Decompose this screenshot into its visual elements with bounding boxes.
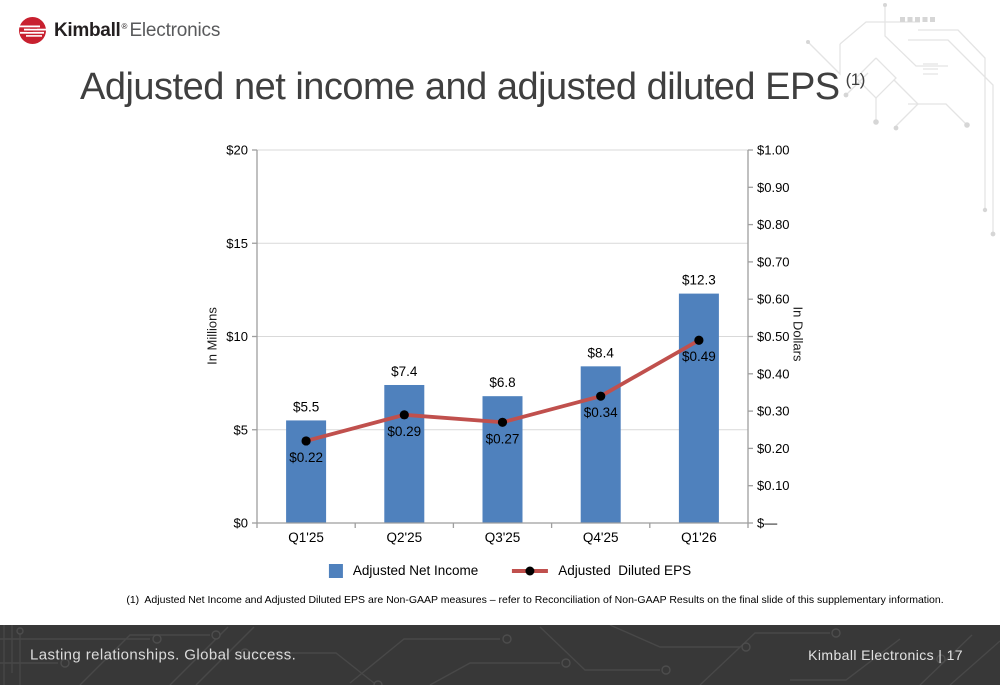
left-axis-title: In Millions <box>204 307 220 365</box>
x-axis-category-label: Q1'25 <box>288 530 324 545</box>
bar-value-label: $5.5 <box>293 399 319 414</box>
footer-page-label: Kimball Electronics | 17 <box>808 647 963 663</box>
eps-marker-Q2'25 <box>399 410 409 420</box>
right-axis-tick-label: $0.30 <box>757 404 790 419</box>
eps-value-label: $0.27 <box>486 431 520 446</box>
x-axis-category-label: Q2'25 <box>386 530 422 545</box>
chart-canvas: $0 $5 $10 $15 $20 $— $0.10 $0.20 $0.30 $0.40 $0.50… <box>226 143 790 546</box>
left-axis-tick-label: $20 <box>226 143 248 158</box>
page-title: Adjusted net income and adjusted diluted… <box>80 66 865 109</box>
bar-value-label: $6.8 <box>489 375 515 390</box>
footer-tagline: Lasting relationships. Global success. <box>30 646 297 664</box>
bar-value-label: $7.4 <box>391 364 418 379</box>
x-axis-category-label: Q3'25 <box>485 530 521 545</box>
left-axis-tick-label: $10 <box>226 329 248 344</box>
footnote: (1) Adjusted Net Income and Adjusted Dil… <box>126 594 944 606</box>
bar-Q1'26 <box>678 293 719 523</box>
chart-legend: Adjusted Net Income Adjusted Diluted EPS <box>328 563 692 578</box>
right-axis-tick-label: $0.20 <box>757 441 790 456</box>
logo-text: Kimball ® Electronics <box>54 20 220 42</box>
right-axis-tick-label: $0.10 <box>757 478 790 493</box>
kimball-logo: Kimball ® Electronics <box>18 16 220 45</box>
x-axis-category-label: Q1'26 <box>681 530 717 545</box>
eps-marker-Q1'25 <box>301 436 311 446</box>
circuit-decoration-footer <box>0 625 1000 685</box>
logo-brand-name: Kimball <box>54 19 121 41</box>
right-axis-tick-label: $— <box>757 516 777 531</box>
legend-bar-label: Adjusted Net Income <box>352 563 479 578</box>
eps-marker-Q3'25 <box>497 417 508 427</box>
eps-marker-Q1'26 <box>694 335 704 345</box>
bar-value-label: $8.4 <box>588 345 615 360</box>
eps-value-label: $0.22 <box>289 450 323 465</box>
legend-bar-swatch-icon <box>328 563 343 578</box>
x-axis-category-label: Q4'25 <box>583 530 619 545</box>
title-footnote-ref: (1) <box>845 70 866 90</box>
eps-chart: $0 $5 $10 $15 $20 $— $0.10 $0.20 $0.30 $0.40 $0.50… <box>185 134 825 564</box>
circuit-decoration-top <box>806 3 996 237</box>
right-axis-tick-label: $0.60 <box>757 292 790 307</box>
right-axis-tick-label: $0.90 <box>757 180 790 195</box>
legend-line-swatch-icon <box>512 566 549 575</box>
right-axis-tick-label: $0.80 <box>757 217 790 232</box>
legend-line-label: Adjusted Diluted EPS <box>558 563 692 578</box>
registered-mark-icon: ® <box>121 21 128 31</box>
logo-brand-suffix: Electronics <box>129 19 221 41</box>
right-axis-tick-label: $1.00 <box>757 143 790 158</box>
footer: Lasting relationships. Global success. K… <box>0 625 1000 685</box>
legend-marker-dot-icon <box>525 566 535 575</box>
bar-Q2'25 <box>384 384 425 523</box>
left-axis-tick-label: $5 <box>234 422 248 437</box>
eps-value-label: $0.49 <box>682 349 716 364</box>
bar-Q3'25 <box>482 396 523 523</box>
bar-value-label: $12.3 <box>682 273 716 288</box>
left-axis-tick-label: $0 <box>234 516 248 531</box>
right-axis-tick-label: $0.70 <box>757 254 790 269</box>
right-axis-tick-label: $0.40 <box>757 366 790 381</box>
page-title-text: Adjusted net income and adjusted diluted… <box>80 66 840 108</box>
kimball-globe-icon <box>19 17 46 44</box>
eps-value-label: $0.29 <box>387 424 421 439</box>
right-axis-tick-label: $0.50 <box>757 329 790 344</box>
eps-value-label: $0.34 <box>584 405 618 420</box>
eps-marker-Q4'25 <box>596 391 606 401</box>
left-axis-tick-label: $15 <box>226 236 248 251</box>
right-axis-title: In Dollars <box>790 306 806 362</box>
